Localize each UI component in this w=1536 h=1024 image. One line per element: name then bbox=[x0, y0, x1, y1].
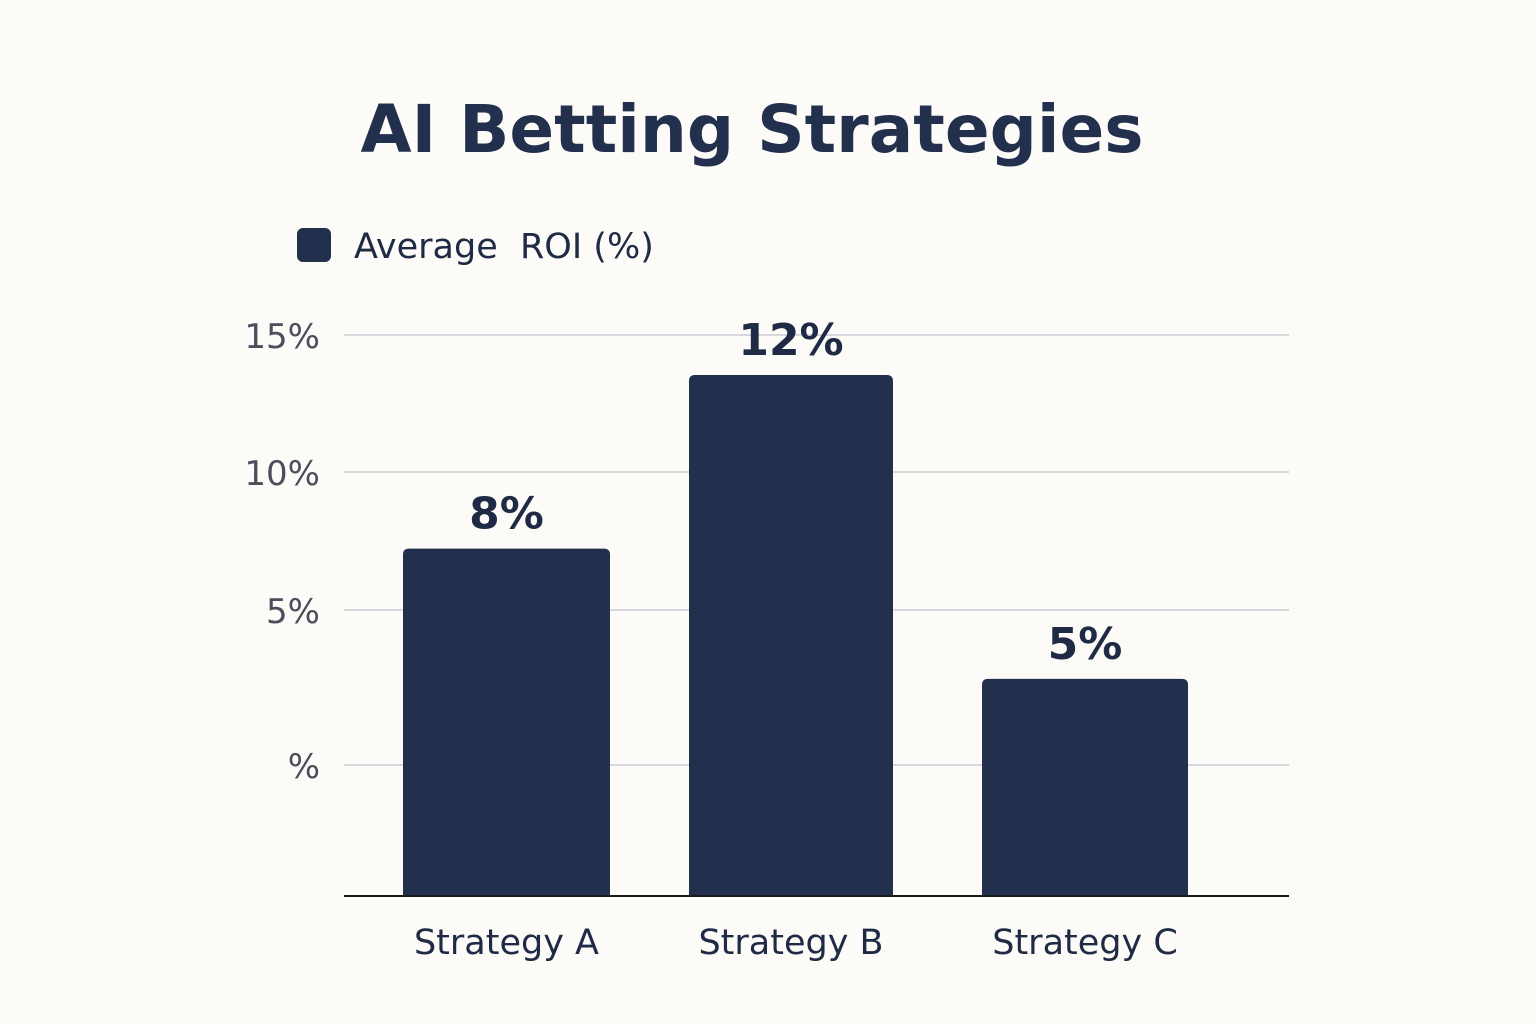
bar bbox=[403, 548, 610, 896]
x-tick-label: Strategy A bbox=[414, 923, 599, 963]
y-tick-label: 10% bbox=[244, 454, 320, 494]
y-tick-label: % bbox=[288, 747, 320, 787]
bar bbox=[982, 678, 1188, 896]
y-tick-label: 5% bbox=[266, 592, 320, 632]
legend-swatch bbox=[297, 228, 331, 262]
x-tick-label: Strategy B bbox=[698, 923, 883, 963]
bar bbox=[689, 375, 893, 896]
x-tick-label: Strategy C bbox=[992, 923, 1178, 963]
legend-label: Average ROI (%) bbox=[354, 227, 654, 267]
bars: 8% 12% 5% bbox=[403, 315, 1188, 896]
y-tick-label: 15% bbox=[244, 317, 320, 357]
chart-title: AI Betting Strategies bbox=[360, 91, 1143, 168]
x-axis-labels: Strategy A Strategy B Strategy C bbox=[414, 923, 1178, 963]
legend: Average ROI (%) bbox=[297, 227, 654, 267]
data-label: 12% bbox=[738, 315, 843, 366]
y-axis-ticks: 15% 10% 5%% bbox=[244, 317, 320, 787]
data-label: 5% bbox=[1048, 619, 1123, 670]
data-label: 8% bbox=[469, 489, 544, 540]
